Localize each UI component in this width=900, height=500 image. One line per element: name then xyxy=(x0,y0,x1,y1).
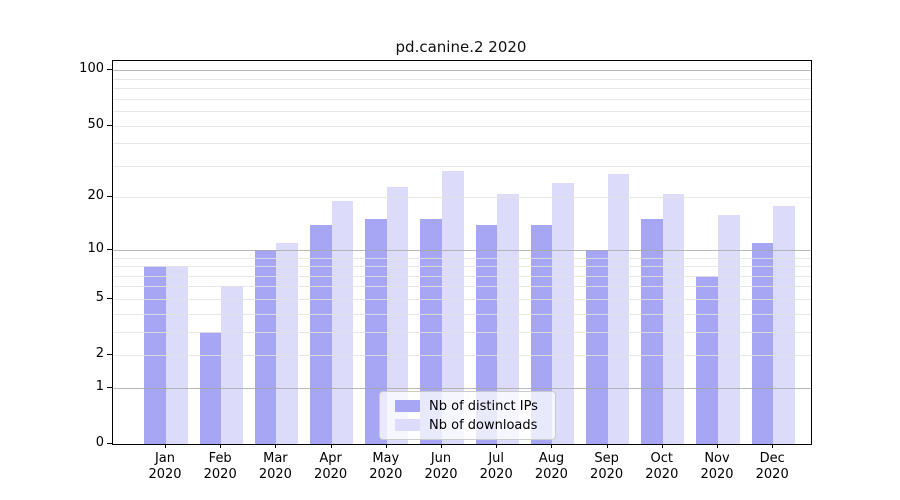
bar-distinct-ips xyxy=(530,224,553,444)
plot-area: Nb of distinct IPs Nb of downloads xyxy=(112,60,812,445)
y-tick xyxy=(107,297,112,299)
x-tick-label: Jun 2020 xyxy=(424,451,458,482)
y-tick-label: 1 xyxy=(95,378,104,394)
bar-distinct-ips xyxy=(696,275,718,444)
bar-distinct-ips xyxy=(475,224,498,444)
x-tick xyxy=(165,444,166,448)
gridline xyxy=(113,355,811,356)
x-tick xyxy=(717,444,718,448)
x-tick-label: Jul 2020 xyxy=(479,451,513,482)
gridline xyxy=(113,331,811,333)
bar-downloads xyxy=(386,186,409,444)
x-tick-label: Nov 2020 xyxy=(700,451,734,482)
gridline xyxy=(113,197,811,199)
y-tick-label: 20 xyxy=(87,188,104,204)
bar-downloads xyxy=(221,286,243,444)
x-tick-label: Apr 2020 xyxy=(314,451,348,482)
x-tick xyxy=(772,444,774,448)
y-tick-label: 0 xyxy=(95,435,104,450)
bar-downloads xyxy=(718,214,740,444)
y-tick-label: 100 xyxy=(79,61,104,77)
legend-swatch-distinct-ips xyxy=(395,400,420,412)
legend: Nb of distinct IPs Nb of downloads xyxy=(379,391,556,440)
x-tick xyxy=(496,444,498,448)
legend-label-distinct-ips: Nb of distinct IPs xyxy=(429,398,538,414)
x-tick-label: Feb 2020 xyxy=(203,451,237,482)
bar-downloads xyxy=(662,193,685,444)
gridline xyxy=(113,286,811,288)
x-tick xyxy=(661,444,663,448)
x-tick xyxy=(330,444,332,448)
x-tick-label: Jan 2020 xyxy=(148,451,182,482)
gridline xyxy=(113,143,811,145)
gridline xyxy=(113,70,811,72)
gridline xyxy=(113,313,811,315)
gridlines-layer xyxy=(113,61,811,444)
bar-distinct-ips xyxy=(585,249,608,444)
legend-label-downloads: Nb of downloads xyxy=(429,417,538,433)
gridline xyxy=(113,266,811,267)
x-tick-label: Aug 2020 xyxy=(534,451,568,482)
bar-downloads xyxy=(607,174,630,444)
x-tick-label: Mar 2020 xyxy=(258,451,292,482)
x-tick xyxy=(220,444,222,448)
chart-title: pd.canine.2 2020 xyxy=(395,38,527,56)
x-tick xyxy=(606,444,608,448)
y-tick-label: 5 xyxy=(95,289,104,305)
gridline xyxy=(113,111,811,112)
legend-row: Nb of downloads xyxy=(395,417,547,433)
y-tick xyxy=(107,124,112,126)
x-tick xyxy=(275,444,277,448)
y-tick xyxy=(107,69,112,71)
gridline xyxy=(113,98,811,100)
y-tick xyxy=(107,248,112,250)
bar-downloads xyxy=(773,205,795,444)
legend-row: Nb of distinct IPs xyxy=(395,398,547,414)
legend-swatch-downloads xyxy=(395,419,420,431)
y-tick xyxy=(107,354,112,355)
bar-downloads xyxy=(331,201,354,444)
bar-downloads xyxy=(276,242,299,444)
gridline xyxy=(113,275,811,277)
bar-distinct-ips xyxy=(199,331,222,444)
gridline xyxy=(113,125,811,127)
y-tick-label: 2 xyxy=(95,346,104,361)
x-tick-label: Sep 2020 xyxy=(590,451,624,482)
x-tick xyxy=(385,444,387,448)
x-tick xyxy=(441,444,442,448)
gridline xyxy=(113,249,811,251)
y-tick-label: 50 xyxy=(87,116,104,132)
gridline xyxy=(113,165,811,167)
x-tick-label: May 2020 xyxy=(369,451,403,482)
bar-downloads xyxy=(442,171,464,444)
bar-distinct-ips xyxy=(254,249,277,444)
gridline xyxy=(113,298,811,300)
x-tick-label: Oct 2020 xyxy=(645,451,679,482)
y-tick-label: 10 xyxy=(87,240,104,256)
bar-distinct-ips xyxy=(751,242,774,444)
x-tick-label: Dec 2020 xyxy=(755,451,789,482)
bar-distinct-ips xyxy=(309,224,332,444)
y-tick xyxy=(107,443,112,444)
y-tick xyxy=(107,196,112,198)
y-tick xyxy=(107,386,112,388)
gridline xyxy=(113,387,811,389)
gridline xyxy=(113,88,811,90)
gridline xyxy=(113,78,811,80)
bar-downloads xyxy=(497,193,519,444)
x-tick xyxy=(551,444,553,448)
gridline xyxy=(113,257,811,259)
